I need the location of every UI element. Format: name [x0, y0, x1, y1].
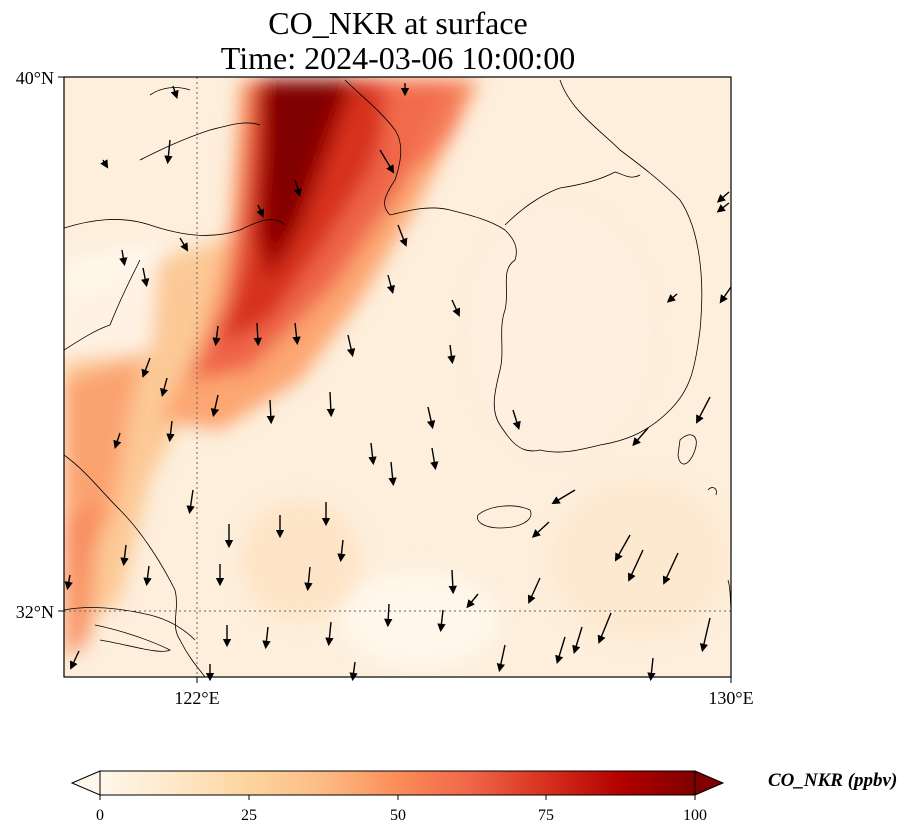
wind-arrow [304, 566, 313, 592]
wind-arrow [160, 377, 169, 398]
wind-arrow [325, 621, 334, 647]
colorbar-tick-100: 100 [683, 807, 707, 824]
wind-arrow [551, 489, 576, 505]
colorbar: 0 25 50 75 100 [70, 770, 725, 824]
wind-arrow [253, 322, 262, 347]
wind-arrow [64, 574, 73, 591]
wind-arrow [448, 569, 457, 595]
wind-arrow [166, 420, 175, 443]
wind-arrow [719, 286, 732, 304]
wind-arrow [141, 267, 150, 288]
wind-arrow [69, 650, 80, 670]
wind-arrow [326, 391, 335, 418]
wind-arrow [119, 249, 128, 267]
wind-arrow [512, 409, 521, 431]
wind-arrow [447, 344, 456, 365]
wind-arrow [647, 657, 656, 682]
wind-arrow [210, 394, 220, 418]
wind-arrow [451, 299, 461, 317]
wind-arrow [716, 191, 730, 203]
colorbar-gradient [99, 770, 696, 796]
wind-arrow [614, 534, 631, 562]
wind-arrow [256, 204, 265, 218]
wind-arrow [496, 644, 506, 673]
colorbar-max-extend [694, 770, 725, 796]
wind-arrow [120, 544, 129, 567]
wind-arrow [179, 237, 189, 252]
wind-arrow [716, 202, 730, 213]
wind-arrow [262, 626, 271, 650]
wind-arrow [346, 334, 356, 358]
wind-arrow [379, 149, 395, 174]
wind-arrow [627, 549, 644, 582]
wind-arrow [337, 539, 346, 563]
colorbar-tick-25: 25 [241, 807, 257, 824]
map-title-line-2: Time: 2024-03-06 10:00:00 [220, 40, 576, 76]
wind-arrow [527, 577, 541, 604]
wind-arrow [666, 293, 678, 303]
wind-arrow [597, 612, 612, 644]
wind-arrow [100, 159, 109, 169]
wind-arrow [292, 322, 301, 346]
wind-arrow [384, 603, 393, 628]
wind-arrow [143, 565, 152, 587]
wind-arrow [164, 139, 173, 165]
gridlines [64, 77, 731, 677]
map-frame [63, 76, 732, 678]
lat-tick-32n: 32°N [16, 602, 54, 622]
colorbar-label: CO_NKR (ppbv) [768, 770, 898, 791]
wind-arrow [632, 427, 649, 447]
colorbar-tick-50: 50 [390, 807, 406, 824]
wind-arrow [699, 617, 711, 653]
wind-arrow [368, 442, 377, 466]
map-title-line-1: CO_NKR at surface [268, 5, 528, 41]
lat-tick-40n: 40°N [16, 68, 54, 88]
wind-arrow [430, 447, 439, 471]
wind-arrow [555, 636, 566, 665]
wind-arrow [170, 85, 179, 99]
wind-arrow [466, 593, 479, 609]
wind-arrow [388, 461, 397, 487]
lon-tick-130e: 130°E [708, 688, 753, 708]
wind-arrow [426, 406, 436, 430]
colorbar-min-extend [70, 770, 101, 796]
wind-arrow [113, 432, 122, 449]
coastlines [64, 79, 731, 677]
colorbar-tick-0: 0 [96, 807, 104, 824]
lon-tick-122e: 122°E [174, 688, 219, 708]
wind-arrow [141, 357, 151, 378]
concentration-field [64, 77, 731, 677]
wind-arrow [662, 552, 679, 585]
colorbar-tick-75: 75 [538, 807, 554, 824]
wind-arrow [386, 274, 395, 295]
wind-arrow [572, 626, 583, 655]
wind-arrow [293, 179, 302, 198]
wind-arrow [531, 521, 550, 538]
wind-arrow [212, 325, 221, 347]
wind-vectors [64, 83, 732, 682]
wind-arrow [266, 399, 275, 425]
wind-arrow [186, 489, 195, 515]
wind-arrow [437, 609, 446, 633]
wind-arrow [397, 224, 408, 247]
wind-arrow [349, 661, 358, 682]
wind-arrow [696, 396, 711, 424]
